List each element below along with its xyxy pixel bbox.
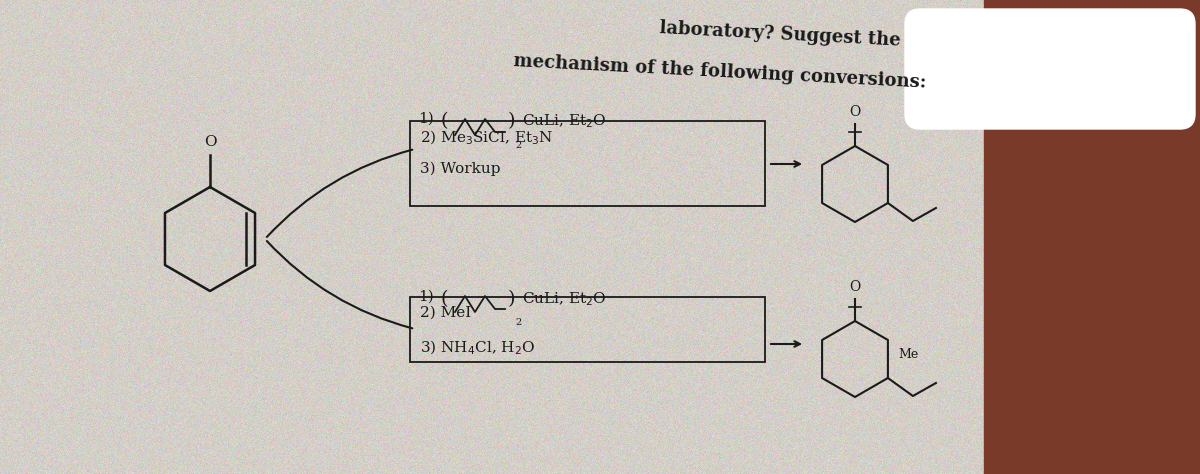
Text: CuLi, Et$_2$O: CuLi, Et$_2$O [522, 290, 606, 308]
Text: 1): 1) [418, 112, 433, 126]
Text: 2: 2 [515, 141, 521, 150]
Text: 2) Me$_3$SiCl, Et$_3$N: 2) Me$_3$SiCl, Et$_3$N [420, 129, 553, 147]
Text: mechanism of the following conversions:: mechanism of the following conversions: [514, 52, 926, 91]
Text: O: O [850, 280, 860, 294]
Text: (: ( [440, 290, 448, 308]
Text: (: ( [440, 112, 448, 130]
Text: ): ) [508, 290, 516, 308]
Text: O: O [850, 105, 860, 119]
Text: laboratory? Suggest the: laboratory? Suggest the [659, 19, 901, 50]
Bar [984, 0, 1200, 474]
Text: ): ) [508, 112, 516, 130]
Text: 2: 2 [515, 318, 521, 327]
Text: 2) MeI: 2) MeI [420, 306, 472, 320]
Text: 3) NH$_4$Cl, H$_2$O: 3) NH$_4$Cl, H$_2$O [420, 339, 535, 357]
FancyBboxPatch shape [905, 9, 1195, 129]
Text: CuLi, Et$_2$O: CuLi, Et$_2$O [522, 112, 606, 130]
Text: Me: Me [898, 347, 918, 361]
Text: O: O [204, 135, 216, 149]
Text: 3) Workup: 3) Workup [420, 162, 500, 176]
Text: 1): 1) [418, 290, 433, 304]
